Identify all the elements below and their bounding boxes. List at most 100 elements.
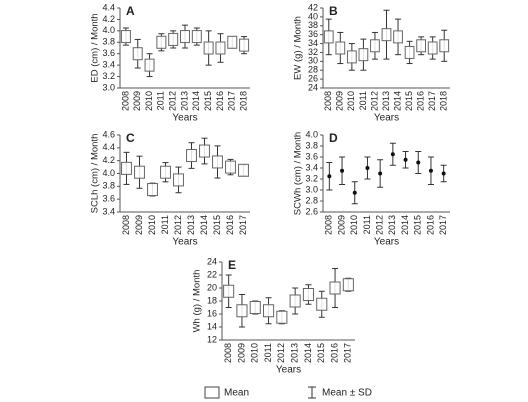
- x-tick-label: 2012: [375, 215, 385, 235]
- mean-box: [439, 39, 450, 53]
- x-tick-label: 2008: [324, 215, 334, 235]
- x-axis-label: Years: [172, 113, 197, 124]
- mean-box: [381, 28, 392, 42]
- x-tick-label: 2008: [323, 91, 333, 111]
- y-tick-label: 3.8: [102, 37, 115, 47]
- mean-box: [393, 30, 403, 44]
- y-tick-label: 3.0: [305, 184, 318, 194]
- mean-box: [238, 163, 249, 177]
- x-tick-label: 2017: [343, 343, 353, 363]
- mean-box: [223, 284, 235, 298]
- x-tick-label: 2018: [439, 91, 449, 111]
- x-axis-label: Years: [172, 237, 197, 248]
- mean-box: [236, 304, 248, 318]
- x-tick-label: 2014: [199, 215, 209, 235]
- x-tick-label: 2008: [121, 215, 131, 235]
- x-tick-label: 2010: [346, 91, 356, 111]
- mean-box: [329, 281, 341, 295]
- y-tick-label: 2.8: [305, 195, 318, 205]
- y-tick-label: 4.0: [102, 25, 115, 35]
- x-tick-label: 2014: [303, 343, 313, 363]
- x-tick-label: 2013: [290, 343, 300, 363]
- mean-box: [120, 30, 131, 44]
- x-tick-label: 2011: [362, 215, 372, 234]
- x-tick-label: 2017: [238, 215, 248, 235]
- mean-dot: [403, 157, 408, 162]
- mean-box: [335, 41, 346, 55]
- x-tick-label: 2011: [358, 91, 368, 110]
- mean-box: [134, 165, 145, 179]
- mean-box: [227, 35, 238, 49]
- x-tick-label: 2013: [186, 215, 196, 235]
- mean-box: [186, 149, 197, 163]
- mean-box: [144, 58, 155, 72]
- mean-box: [262, 304, 275, 318]
- panel-letter: B: [329, 4, 338, 18]
- mean-box: [276, 310, 288, 324]
- x-tick-label: 2010: [250, 343, 260, 363]
- y-tick-label: 4.4: [102, 142, 115, 152]
- y-axis-label: ED (cm) / Month: [90, 13, 101, 82]
- mean-box: [147, 183, 158, 197]
- mean-box: [156, 35, 167, 49]
- x-tick-label: 2016: [416, 91, 426, 111]
- legend-box: [204, 386, 220, 399]
- x-tick-label: 2008: [120, 91, 130, 111]
- x-tick-label: 2010: [349, 215, 359, 235]
- x-tick-label: 2011: [263, 343, 273, 362]
- x-tick-label: 2014: [392, 91, 402, 111]
- y-tick-label: 42: [308, 2, 318, 12]
- y-tick-label: 3.6: [305, 151, 318, 161]
- mean-box: [404, 45, 415, 59]
- mean-box: [370, 39, 380, 53]
- panel-letter: E: [228, 258, 236, 272]
- mean-box: [225, 160, 236, 174]
- x-tick-label: 2015: [316, 343, 326, 363]
- y-tick-label: 4.2: [102, 155, 115, 165]
- x-tick-label: 2011: [156, 91, 166, 110]
- y-tick-label: 16: [207, 308, 217, 318]
- y-tick-label: 3.8: [305, 140, 318, 150]
- y-tick-label: 3.0: [102, 82, 115, 92]
- x-axis-label: Years: [276, 365, 301, 376]
- y-axis-label: SCWh (cm) / Month: [293, 132, 304, 215]
- x-tick-label: 2012: [369, 91, 379, 111]
- mean-box: [121, 161, 132, 175]
- mean-box: [358, 48, 369, 62]
- y-tick-label: 22: [207, 269, 217, 279]
- mean-dot: [327, 174, 332, 179]
- x-tick-label: 2012: [276, 343, 286, 363]
- mean-box: [249, 301, 261, 314]
- y-tick-label: 4.0: [102, 168, 115, 178]
- y-tick-label: 3.2: [102, 71, 115, 81]
- y-tick-label: 26: [308, 73, 318, 83]
- mean-dot: [441, 171, 446, 176]
- mean-box: [302, 288, 315, 301]
- x-tick-label: 2016: [425, 215, 435, 235]
- x-axis-label: Years: [374, 113, 399, 124]
- panel-letter: C: [126, 131, 135, 145]
- mean-dot: [340, 168, 345, 173]
- mean-dot: [352, 190, 357, 195]
- y-tick-label: 24: [308, 82, 318, 92]
- x-tick-label: 2009: [236, 343, 246, 363]
- x-tick-label: 2009: [134, 215, 144, 235]
- mean-dot: [416, 160, 421, 165]
- x-tick-label: 2013: [179, 91, 189, 111]
- x-tick-label: 2015: [203, 91, 213, 111]
- mean-dot: [428, 168, 433, 173]
- x-tick-label: 2015: [212, 215, 222, 235]
- x-tick-label: 2010: [144, 91, 154, 111]
- x-tick-label: 2008: [223, 343, 233, 363]
- x-tick-label: 2009: [335, 91, 345, 111]
- x-tick-label: 2017: [438, 215, 448, 235]
- y-axis-label: SCLh (cm) / Month: [90, 134, 101, 214]
- mean-dot: [365, 166, 370, 170]
- y-tick-label: 3.8: [102, 181, 115, 191]
- y-tick-label: 36: [308, 29, 318, 39]
- y-tick-label: 30: [308, 56, 318, 66]
- x-tick-label: 2010: [147, 215, 157, 235]
- y-tick-label: 3.2: [305, 173, 318, 183]
- x-tick-label: 2011: [160, 215, 170, 234]
